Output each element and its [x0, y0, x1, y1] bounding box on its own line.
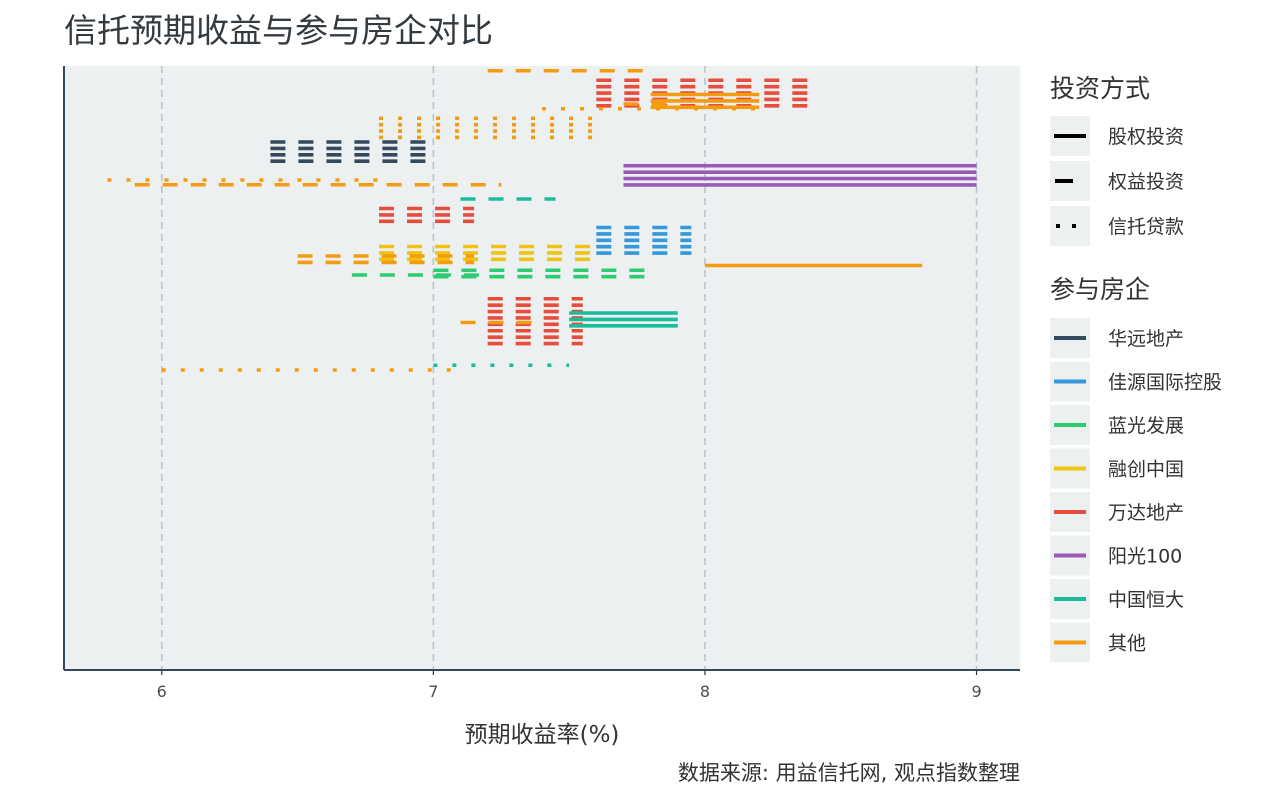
legend-title: 投资方式	[1050, 74, 1150, 103]
legend-item-languang: 蓝光发展	[1050, 405, 1184, 445]
segment-yangguang-equity	[623, 163, 977, 187]
legend-item-other: 其他	[1050, 622, 1146, 663]
axes: 6 7 8 9	[63, 66, 1020, 701]
x-tick-label: 9	[971, 682, 981, 701]
legend-label: 万达地产	[1108, 502, 1184, 524]
legend-item-loan: 信托贷款	[1050, 206, 1184, 246]
segment-other-rights	[297, 254, 475, 265]
legend-label: 股权投资	[1108, 126, 1184, 148]
legend-title: 参与房企	[1050, 275, 1150, 304]
data-segments	[107, 68, 977, 372]
legend-label: 其他	[1108, 633, 1146, 655]
chart-title: 信托预期收益与参与房企对比	[64, 11, 493, 50]
legend: 投资方式股权投资权益投资信托贷款参与房企华远地产佳源国际控股蓝光发展融创中国万达…	[1050, 74, 1222, 663]
plot-panel	[64, 66, 1020, 670]
x-tick-label: 7	[428, 682, 438, 701]
segment-other-equity	[650, 92, 760, 110]
legend-item-wanda: 万达地产	[1050, 492, 1184, 532]
segment-rongchuang-rights	[379, 244, 597, 262]
legend-item-jiayuan: 佳源国际控股	[1050, 361, 1222, 402]
segment-hengda-equity	[569, 311, 678, 328]
legend-item-equity: 股权投资	[1050, 116, 1184, 156]
legend-item-yangguang: 阳光100	[1050, 535, 1182, 576]
legend-label: 蓝光发展	[1108, 415, 1184, 437]
legend-label: 融创中国	[1108, 459, 1184, 481]
legend-label: 佳源国际控股	[1108, 372, 1222, 394]
source-caption: 数据来源: 用益信托网, 观点指数整理	[678, 761, 1020, 785]
legend-label: 中国恒大	[1108, 589, 1184, 611]
legend-item-rights: 权益投资	[1050, 161, 1184, 201]
legend-label: 权益投资	[1108, 171, 1184, 193]
legend-label: 华远地产	[1108, 328, 1184, 350]
legend-item-rongchuang: 融创中国	[1050, 448, 1184, 489]
x-axis-title: 预期收益率(%)	[465, 722, 620, 748]
x-tick-label: 8	[700, 682, 710, 701]
legend-label: 信托贷款	[1108, 216, 1184, 238]
legend-item-hengda: 中国恒大	[1050, 579, 1184, 619]
x-tick-label: 6	[157, 682, 167, 701]
segment-wanda-rights	[596, 78, 814, 108]
legend-item-huayuan: 华远地产	[1050, 318, 1184, 358]
legend-label: 阳光100	[1108, 546, 1182, 568]
